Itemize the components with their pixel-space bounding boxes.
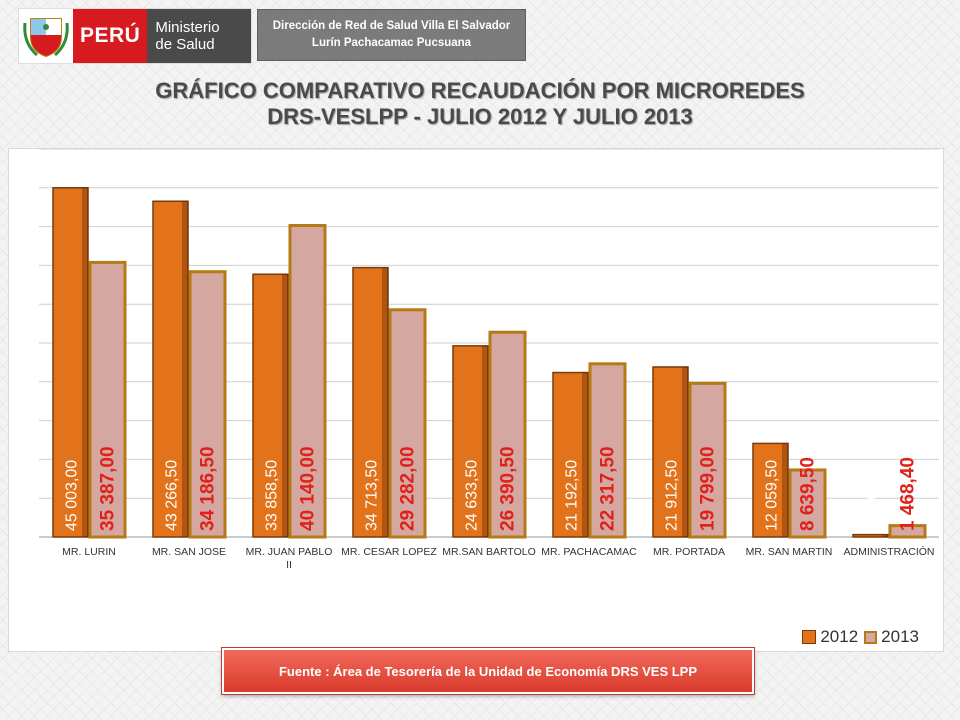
category-label-8: ADMINISTRACIÓN (843, 545, 934, 558)
bar-chart: 45 003,00 35 387,00 MR. LURIN 43 266,50 34 1… (39, 149, 939, 571)
data-label-2013-5: 22 317,50 (598, 446, 619, 531)
coat-of-arms-icon (19, 9, 73, 63)
data-label-2012-8: 308,69 (864, 482, 881, 531)
data-label-2012-7: 12 059,50 (764, 460, 781, 531)
category-label-line: MR.SAN BARTOLO (442, 546, 536, 558)
bar-shade-0 (82, 187, 88, 537)
bar-2012-0 (52, 187, 89, 538)
data-label-2013-2: 40 140,00 (298, 446, 319, 531)
category-label-6: MR. PORTADA (653, 546, 725, 558)
data-label-2012-5: 21 192,50 (564, 460, 581, 531)
data-label-2012-1: 43 266,50 (164, 460, 181, 531)
category-label-2: MR. JUAN PABLO II (246, 546, 333, 571)
bar-shade-1 (182, 201, 188, 537)
bar-2012-6 (652, 366, 689, 538)
data-label-2012-4: 24 633,50 (464, 460, 481, 531)
bar-2012-1 (152, 200, 189, 538)
ministry-line-1: Ministerio (155, 19, 220, 36)
bar-2013-7 (788, 468, 827, 539)
data-label-2013-8: 1 468,40 (898, 457, 919, 531)
bar-2013-8 (888, 524, 927, 539)
data-label-2012-6: 21 912,50 (664, 460, 681, 531)
bar-2012-2 (252, 273, 289, 538)
directorate-box: Dirección de Red de Salud Villa El Salva… (257, 9, 526, 61)
bar-shade-7 (782, 443, 788, 537)
country-label: PERÚ (73, 9, 148, 63)
category-label-3: MR. CESAR LOPEZ (341, 546, 437, 558)
category-label-line: MR. PORTADA (653, 546, 725, 558)
legend-label-2012: 2012 (820, 627, 859, 646)
chart-panel: 45 003,00 35 387,00 MR. LURIN 43 266,50 34 1… (8, 148, 944, 652)
chart-legend: 2012 2013 (796, 627, 919, 647)
category-label-line: MR. CESAR LOPEZ (341, 546, 437, 558)
category-label-1: MR. SAN JOSE (152, 546, 226, 558)
ministry-name: Ministerio de Salud (147, 9, 251, 63)
directorate-text: Dirección de Red de Salud Villa El Salva… (272, 20, 511, 49)
data-label-2012-3: 34 713,50 (364, 460, 381, 531)
bar-2013-6 (688, 381, 727, 539)
ministry-line-2: de Salud (155, 36, 215, 53)
bar-shade-3 (382, 267, 388, 537)
bar-2012-3 (352, 266, 389, 538)
data-label-2013-4: 26 390,50 (498, 446, 519, 531)
category-label-4: MR.SAN BARTOLO (442, 546, 536, 558)
bar-shade-5 (582, 372, 588, 537)
category-label-line: ADMINISTRACIÓN (843, 545, 934, 558)
category-label-5: MR. PACHACAMAC (541, 546, 637, 558)
category-label-line: MR. JUAN PABLO (246, 546, 333, 558)
bar-2013-0 (88, 260, 127, 539)
bar-2012-5 (552, 371, 589, 538)
bar-2012-4 (452, 345, 489, 538)
bar-2013-2 (288, 224, 327, 539)
legend-swatch-2013 (864, 630, 878, 644)
category-label-line: MR. SAN JOSE (152, 546, 226, 558)
page-title: GRÁFICO COMPARATIVO RECAUDACIÓN POR MICR… (0, 78, 960, 130)
source-note: Fuente : Área de Tesorería de la Unidad … (222, 648, 754, 694)
legend-swatch-2012 (802, 630, 817, 644)
category-label-line: MR. SAN MARTIN (746, 546, 833, 558)
bar-2013-1 (188, 270, 227, 539)
bar-2012-8 (852, 533, 889, 538)
data-label-2012-2: 33 858,50 (264, 460, 281, 531)
bar-2013-4 (488, 330, 527, 539)
legend-item-2012: 2012 (802, 627, 858, 647)
data-label-2013-6: 19 799,00 (698, 446, 719, 531)
data-label-2013-7: 8 639,50 (798, 457, 819, 531)
bar-shade-4 (482, 345, 488, 537)
category-label-7: MR. SAN MARTIN (746, 546, 833, 558)
category-label-line: II (286, 559, 292, 571)
data-label-2013-1: 34 186,50 (198, 446, 219, 531)
bar-2013-5 (588, 362, 627, 539)
data-label-2013-0: 35 387,00 (98, 446, 119, 531)
category-label-line: MR. PACHACAMAC (541, 546, 637, 558)
data-label-2013-3: 29 282,00 (398, 446, 419, 531)
bar-shade-8 (882, 534, 888, 537)
legend-label-2013: 2013 (881, 627, 919, 646)
bar-2012-7 (752, 442, 789, 538)
legend-item-2013: 2013 (864, 627, 919, 647)
title-line-1: GRÁFICO COMPARATIVO RECAUDACIÓN POR MICR… (155, 78, 805, 103)
data-label-2012-0: 45 003,00 (64, 460, 81, 531)
title-line-2: DRS-VESLPP - JULIO 2012 Y JULIO 2013 (267, 104, 693, 129)
bar-shade-6 (682, 366, 688, 537)
bar-shade-2 (282, 274, 288, 537)
category-label-0: MR. LURIN (62, 546, 116, 558)
bar-2013-3 (388, 308, 427, 539)
ministry-logo: PERÚ Ministerio de Salud (18, 8, 252, 64)
category-label-line: MR. LURIN (62, 546, 116, 558)
